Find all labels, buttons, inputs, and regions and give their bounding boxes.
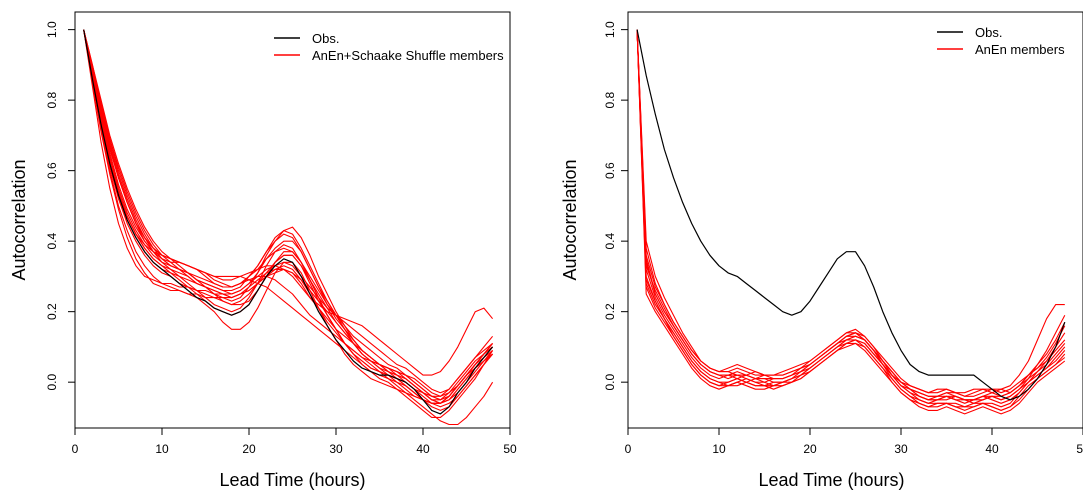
chart-right-panel: 0 10 20 30 40 50 0.0 0.2 0.4 0.6 0.8 1.0 Lead Time (… <box>560 11 1083 490</box>
left-legend-label-obs: Obs. <box>312 31 339 46</box>
left-x-tick-label: 50 <box>503 442 517 456</box>
right-plot-frame <box>627 11 1083 429</box>
left-member-series-line <box>83 29 494 408</box>
left-member-series-line <box>83 29 494 418</box>
left-member-series-line <box>83 29 493 401</box>
right-x-axis-label: Lead Time (hours) <box>758 470 904 490</box>
left-member-series-line <box>83 29 494 404</box>
left-member-series-line <box>83 29 493 404</box>
right-y-tick-label: 1.0 <box>603 21 617 38</box>
right-y-tick-label: 0.0 <box>603 374 617 391</box>
right-y-axis-label: Autocorrelation <box>560 159 580 280</box>
right-member-series-line <box>636 29 1066 408</box>
left-x-tick-label: 0 <box>72 442 79 456</box>
left-member-series-line <box>83 29 494 404</box>
left-x-tick-label: 40 <box>416 442 430 456</box>
left-member-series-line <box>83 29 493 397</box>
left-member-series-line <box>83 29 494 394</box>
left-x-axis-label: Lead Time (hours) <box>219 470 365 490</box>
right-x-tick-label: 0 <box>625 442 632 456</box>
left-member-series-line <box>83 29 493 401</box>
left-y-tick-label: 0.2 <box>45 303 59 320</box>
left-plot-frame <box>74 11 511 429</box>
right-x-tick-label: 20 <box>803 442 817 456</box>
right-y-tick-label: 0.8 <box>603 91 617 108</box>
left-member-series-line <box>83 29 493 397</box>
left-x-tick-label: 20 <box>242 442 256 456</box>
left-member-series-line <box>83 29 493 404</box>
right-obs-series-line <box>636 29 1066 401</box>
right-x-tick-label: 30 <box>894 442 908 456</box>
left-member-series-line <box>83 29 494 401</box>
left-y-tick-label: 1.0 <box>45 21 59 38</box>
left-member-series-line <box>83 29 494 376</box>
left-y-tick-label: 0.6 <box>45 162 59 179</box>
right-y-tick-label: 0.6 <box>603 162 617 179</box>
right-legend-label-members: AnEn members <box>975 42 1065 57</box>
right-legend-label-obs: Obs. <box>975 25 1002 40</box>
right-member-series-line <box>636 29 1066 415</box>
right-legend: Obs. AnEn members <box>937 25 1065 57</box>
left-legend: Obs. AnEn+Schaake Shuffle members <box>274 31 504 63</box>
right-member-series-line <box>636 29 1066 401</box>
right-member-series-line <box>636 29 1066 404</box>
right-y-tick-label: 0.4 <box>603 232 617 249</box>
right-member-series-line <box>636 29 1066 404</box>
right-member-series-line <box>636 29 1066 401</box>
left-y-tick-label: 0.8 <box>45 91 59 108</box>
right-member-series-line <box>636 29 1066 411</box>
left-x-tick-label: 30 <box>329 442 343 456</box>
right-x-tick-label: 40 <box>985 442 999 456</box>
left-member-series-line <box>83 29 493 404</box>
left-x-tick-label: 10 <box>155 442 169 456</box>
left-member-series-line <box>83 29 494 426</box>
chart-left-panel: 0 10 20 30 40 50 0.0 0.2 0.4 0.6 0.8 1.0 Lead Time (… <box>9 11 517 490</box>
right-member-series-line <box>636 29 1066 401</box>
left-y-tick-label: 0.0 <box>45 374 59 391</box>
right-y-tick-label: 0.2 <box>603 303 617 320</box>
right-x-tick-label: 10 <box>712 442 726 456</box>
left-y-tick-label: 0.4 <box>45 232 59 249</box>
right-x-tick-label: 50 <box>1076 442 1083 456</box>
left-member-series-line <box>83 29 494 411</box>
right-member-series-line <box>636 29 1065 397</box>
left-legend-label-members: AnEn+Schaake Shuffle members <box>312 48 504 63</box>
left-obs-series-line <box>83 29 494 415</box>
left-member-series-line <box>83 29 494 404</box>
right-member-series-line <box>636 29 1066 411</box>
left-y-axis-label: Autocorrelation <box>9 159 29 280</box>
